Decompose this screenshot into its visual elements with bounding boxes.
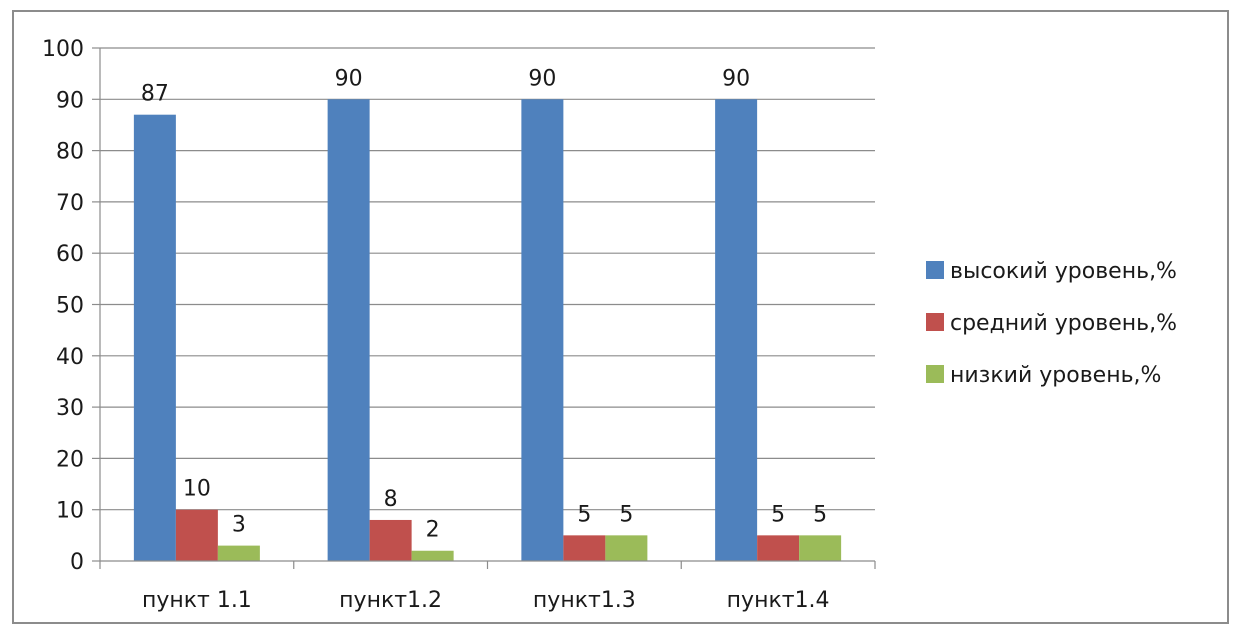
bar xyxy=(757,535,800,561)
data-label: 90 xyxy=(335,66,363,91)
data-label: 90 xyxy=(722,66,750,91)
data-label: 5 xyxy=(813,502,827,527)
bar xyxy=(133,114,176,561)
data-label: 87 xyxy=(141,82,169,107)
labels: 0 10 20 30 40 50 60 70 80 90 100 87 10 3 пункт 1.1 90 8 2… xyxy=(42,37,830,613)
data-label: 8 xyxy=(384,487,398,512)
data-label: 10 xyxy=(183,477,211,502)
x-category-label: пункт1.3 xyxy=(533,588,636,613)
y-tick-label: 50 xyxy=(56,294,84,319)
bars xyxy=(133,99,842,562)
y-tick-label: 40 xyxy=(56,345,84,370)
data-label: 5 xyxy=(577,502,591,527)
y-tick-label: 100 xyxy=(42,37,84,62)
x-category-label: пункт1.4 xyxy=(727,588,830,613)
data-label: 5 xyxy=(619,502,633,527)
chart-frame: 0 10 20 30 40 50 60 70 80 90 100 87 10 3 пункт 1.1 90 8 2… xyxy=(12,10,1229,624)
gridlines xyxy=(100,47,875,511)
bar xyxy=(605,535,648,561)
bar xyxy=(217,545,260,561)
data-label: 3 xyxy=(232,513,246,538)
bar-chart: 0 10 20 30 40 50 60 70 80 90 100 87 10 3 пункт 1.1 90 8 2… xyxy=(42,37,1177,613)
bar xyxy=(563,535,606,561)
data-label: 2 xyxy=(426,518,440,543)
legend-swatch xyxy=(926,365,944,383)
bar xyxy=(521,99,564,562)
bar xyxy=(327,99,370,562)
bar xyxy=(411,550,454,561)
y-tick-label: 90 xyxy=(56,88,84,113)
y-tick-label: 0 xyxy=(70,550,84,575)
x-category-label: пункт 1.1 xyxy=(142,588,252,613)
legend-label: низкий уровень,% xyxy=(950,363,1161,388)
axes xyxy=(92,47,876,569)
y-tick-label: 30 xyxy=(56,396,84,421)
bar xyxy=(715,99,758,562)
y-tick-label: 20 xyxy=(56,447,84,472)
bar xyxy=(175,509,218,561)
legend: высокий уровень,% средний уровень,% низкий… xyxy=(926,259,1177,388)
y-tick-label: 10 xyxy=(56,499,84,524)
legend-label: высокий уровень,% xyxy=(950,259,1177,284)
legend-swatch xyxy=(926,261,944,279)
bar xyxy=(799,535,842,561)
x-category-label: пункт1.2 xyxy=(339,588,442,613)
y-tick-label: 70 xyxy=(56,191,84,216)
data-label: 90 xyxy=(528,66,556,91)
legend-swatch xyxy=(926,313,944,331)
legend-label: средний уровень,% xyxy=(950,311,1177,336)
y-tick-label: 60 xyxy=(56,242,84,267)
bar xyxy=(369,519,412,561)
data-label: 5 xyxy=(771,502,785,527)
y-tick-label: 80 xyxy=(56,140,84,165)
